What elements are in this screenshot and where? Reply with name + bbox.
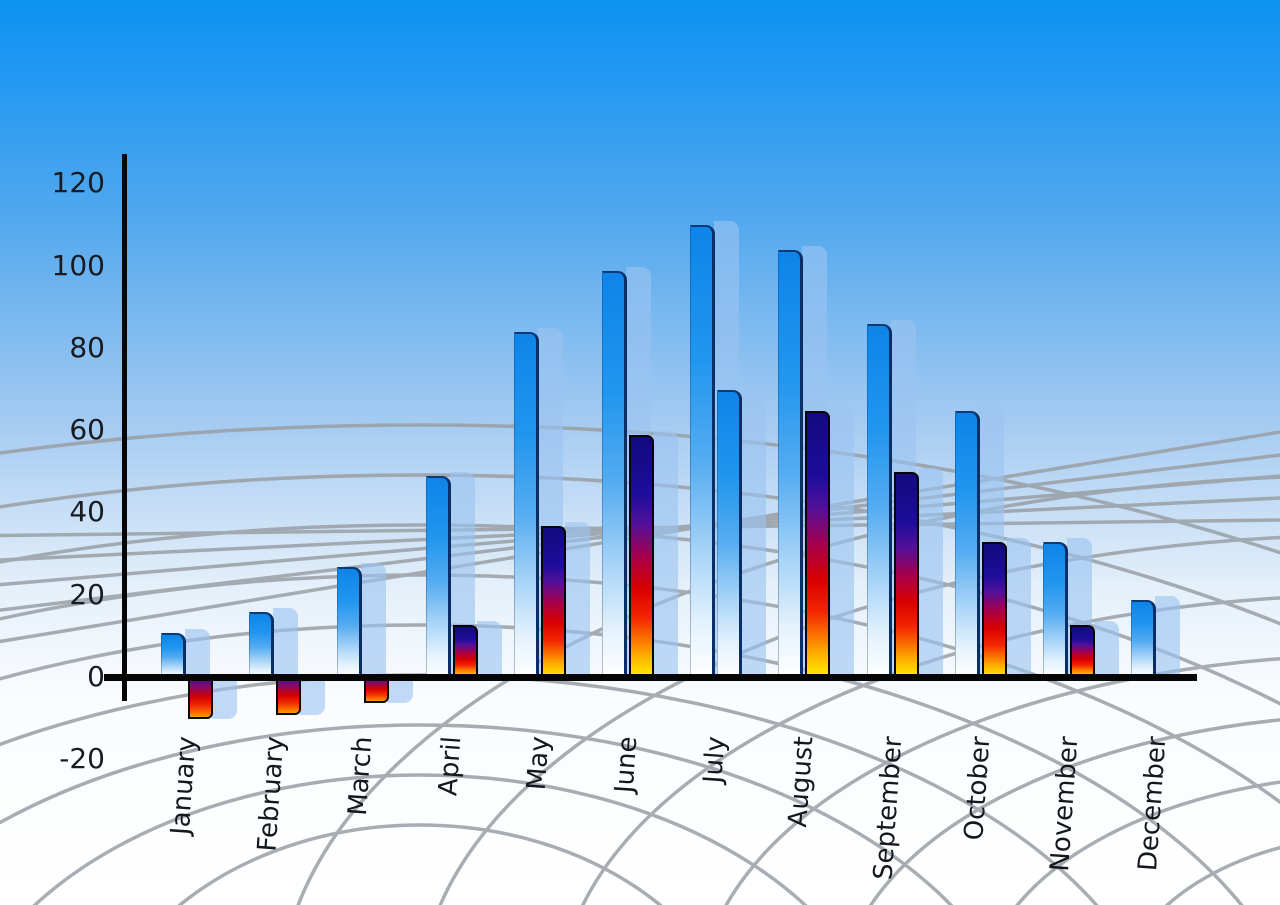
bar-march-series1 (337, 566, 363, 678)
y-tick-label-20: 20 (69, 577, 105, 611)
y-axis-line (122, 154, 127, 701)
bar-february-series1 (249, 612, 275, 678)
bar-october-series1 (954, 410, 980, 678)
shadow-february-series2 (300, 676, 326, 715)
bar-may-series1 (513, 332, 539, 678)
bar-june-series2 (629, 435, 654, 678)
shadow-april-series2 (476, 620, 502, 677)
shadow-august-series2 (829, 406, 855, 677)
bar-august-series2 (805, 410, 831, 678)
bar-july-series1 (690, 225, 716, 678)
shadow-february-series1 (273, 608, 299, 677)
shadow-march-series1 (361, 562, 387, 677)
bar-december-series1 (1131, 599, 1157, 678)
y-tick-label-100: 100 (51, 248, 105, 282)
bar-june-series1 (602, 270, 627, 678)
bar-january-series1 (161, 632, 186, 678)
bar-july-series2 (717, 389, 743, 678)
x-axis-line (104, 674, 1197, 681)
bar-may-series2 (540, 525, 566, 678)
bar-february-series2 (276, 676, 302, 715)
bar-november-series2 (1070, 624, 1095, 678)
y-tick-label--20: -20 (59, 742, 105, 776)
shadow-january-series1 (185, 628, 210, 677)
shadow-january-series2 (212, 676, 237, 720)
shadow-september-series2 (917, 468, 943, 678)
shadow-november-series2 (1094, 620, 1119, 677)
shadow-december-series1 (1155, 595, 1181, 677)
bar-april-series2 (452, 624, 478, 678)
y-tick-label-60: 60 (69, 413, 105, 447)
y-tick-label-0: 0 (87, 660, 105, 693)
y-tick-label-80: 80 (69, 330, 105, 364)
bar-september-series1 (866, 324, 892, 678)
shadow-october-series2 (1005, 538, 1031, 677)
bar-october-series2 (981, 542, 1007, 678)
bar-september-series2 (893, 472, 919, 679)
shadow-may-series2 (564, 521, 590, 677)
bar-august-series1 (778, 250, 804, 678)
shadow-july-series2 (741, 385, 767, 677)
y-tick-label-120: 120 (51, 166, 105, 200)
bar-november-series1 (1043, 542, 1068, 678)
bar-april-series1 (425, 476, 451, 678)
bar-january-series2 (188, 676, 213, 720)
shadow-june-series2 (653, 431, 678, 677)
y-tick-label-40: 40 (69, 495, 105, 529)
